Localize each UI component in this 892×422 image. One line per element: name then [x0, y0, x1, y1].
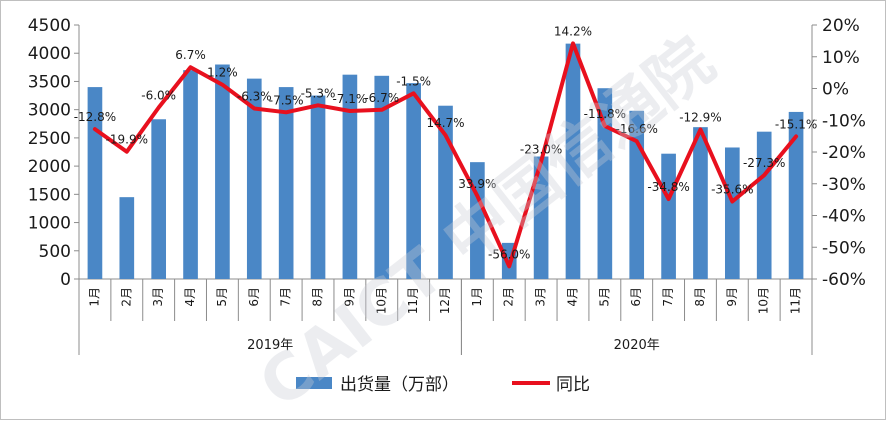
data-labels: -12.8% -19.9% -6.0% 6.7%1.2% -6.3%-7.5%-5.3%… [74, 24, 818, 261]
category-label: 2月 [119, 287, 133, 307]
bar [756, 131, 772, 279]
axes: 0 500 1000 1500 2000 2500 3000 3500 4000 4500 -60%… [28, 16, 866, 290]
category-label: 6月 [629, 287, 643, 307]
data-label: -34.8% [647, 180, 689, 194]
group-label: 2019年 [247, 338, 293, 353]
category-label: 4月 [183, 287, 197, 307]
data-label: -12.9% [679, 110, 721, 124]
category-label: 9月 [342, 287, 356, 307]
legend-bar-label: 出货量（万部） [340, 375, 459, 395]
group-label: 2020年 [614, 338, 660, 353]
y-right-tick-label: -30% [822, 175, 866, 195]
y-right-tick-label: -10% [822, 111, 866, 131]
y-left-tick-label: 3500 [28, 72, 71, 92]
category-label: 7月 [279, 287, 293, 307]
bar [438, 105, 453, 280]
category-label: 1月 [87, 287, 101, 307]
bar [533, 156, 549, 279]
bar [597, 88, 613, 280]
category-label: 10月 [757, 287, 771, 314]
category-label: 10月 [374, 287, 388, 314]
data-label: -6.3% [237, 90, 272, 104]
category-label: 5月 [597, 287, 611, 307]
data-label: -7.1% [332, 92, 367, 106]
data-label: -6.0% [141, 89, 176, 103]
data-label: -7.5% [269, 93, 304, 107]
bar [406, 83, 421, 279]
bar [693, 127, 708, 279]
category-label: 1月 [470, 287, 484, 307]
y-right-tick-label: -60% [822, 270, 866, 290]
category-label: 6月 [247, 287, 261, 307]
category-label: 7月 [661, 287, 675, 307]
bar [724, 147, 740, 279]
data-label: -16.6% [615, 122, 657, 136]
bar [342, 74, 358, 279]
bar [310, 95, 326, 279]
data-label: -23.0% [520, 143, 562, 157]
y-right-tick-label: 0% [822, 80, 849, 100]
bar [87, 87, 103, 279]
data-label: -11.8% [584, 107, 626, 121]
data-label: -12.8% [74, 110, 116, 124]
y-left-tick-label: 2500 [28, 129, 71, 149]
category-label: 9月 [725, 287, 739, 307]
category-label: 4月 [565, 287, 579, 307]
data-label: -6.7% [364, 91, 399, 105]
y-left-tick-label: 500 [39, 242, 71, 262]
data-label: -56.0% [488, 247, 530, 261]
category-label: 8月 [311, 287, 325, 307]
yoy-line [92, 41, 799, 269]
legend-bar-swatch [296, 377, 332, 389]
y-left-tick-label: 4000 [28, 44, 71, 64]
y-right-tick-label: -20% [822, 143, 866, 163]
data-label: 6.7% [175, 48, 206, 62]
bar-series [87, 43, 804, 280]
data-label: -27.3% [743, 156, 785, 170]
y-right-tick-label: -50% [822, 238, 866, 258]
line-series [92, 41, 799, 269]
y-left-tick-label: 3000 [28, 101, 71, 121]
y-right-tick-label: 10% [822, 48, 860, 68]
data-label: 33.9% [458, 177, 496, 191]
category-label: 11月 [406, 287, 420, 314]
category-label: 11月 [789, 287, 803, 314]
data-label: -1.5% [396, 74, 431, 88]
data-label: -35.6% [711, 183, 753, 197]
y-left-tick-label: 2000 [28, 157, 71, 177]
data-label: -5.3% [301, 86, 336, 100]
bar [151, 119, 167, 279]
bar [788, 111, 804, 280]
category-label: 3月 [534, 287, 548, 307]
bar [374, 75, 390, 279]
category-label: 2月 [502, 287, 516, 307]
legend-line-label: 同比 [556, 375, 590, 395]
bar [278, 87, 294, 279]
bar [215, 64, 230, 279]
data-label: 14.2% [554, 24, 592, 38]
category-label: 12月 [438, 287, 452, 314]
bar [629, 110, 645, 279]
y-left-tick-label: 1500 [28, 185, 71, 205]
data-label: -15.1% [775, 117, 817, 131]
y-left-tick-label: 0 [60, 270, 71, 290]
data-label: -19.9% [106, 133, 148, 147]
category-label: 3月 [151, 287, 165, 307]
category-label: 5月 [215, 287, 229, 307]
bar [119, 197, 135, 279]
category-axis: 1月 2月 3月 4月 5月 6月 7月 8月 9月 10月 11月 12月 1月 2月 3月 4月 5月 6月 7… [78, 279, 813, 355]
bar [183, 70, 198, 280]
bar [661, 153, 676, 279]
y-right-tick-label: -40% [822, 207, 866, 227]
legend: 出货量（万部） 同比 [296, 375, 590, 395]
data-label: 1.2% [207, 66, 238, 80]
bar [565, 43, 581, 280]
y-left-tick-label: 4500 [28, 16, 71, 36]
y-left-tick-label: 1000 [28, 214, 71, 234]
y-right-tick-label: 20% [822, 16, 860, 36]
category-label: 8月 [693, 287, 707, 307]
data-label: 14.7% [426, 116, 464, 130]
bar [246, 78, 262, 279]
